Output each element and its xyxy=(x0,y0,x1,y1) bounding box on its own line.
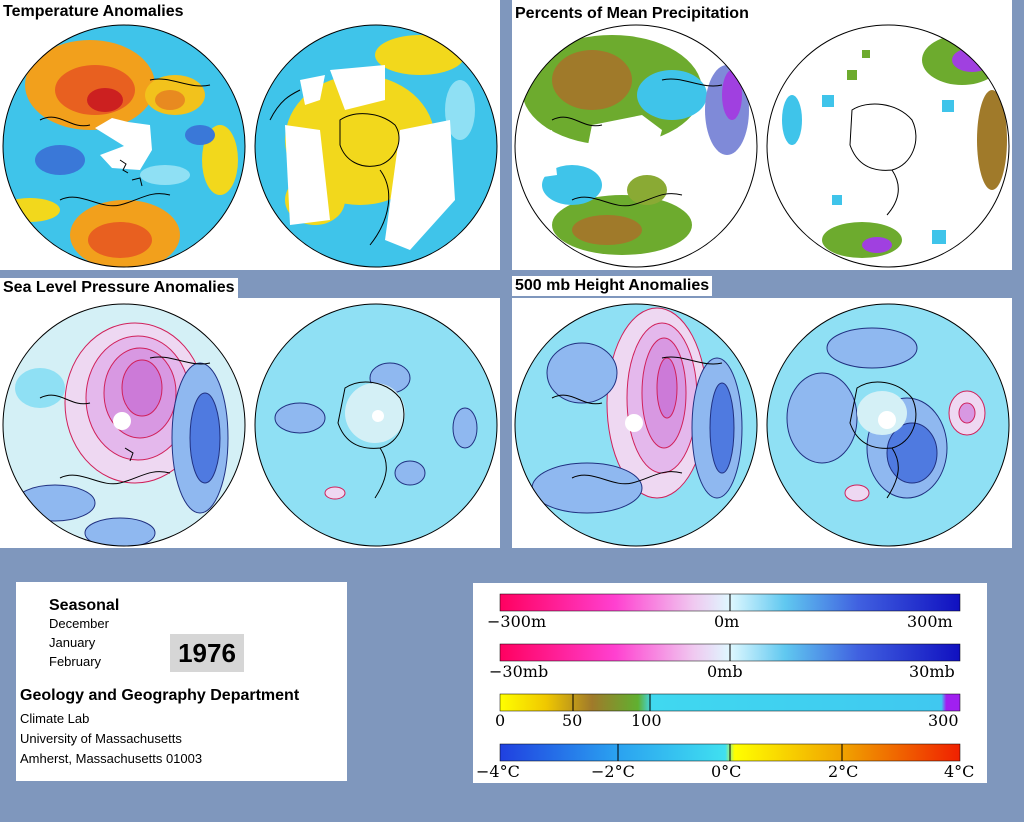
info-box: Seasonal December January February 1976 … xyxy=(16,582,347,781)
pressure-label-zero: 0mb xyxy=(707,662,743,681)
slp-panel: Sea Level Pressure Anomalies xyxy=(0,278,500,548)
height-label-max: 300m xyxy=(907,612,953,631)
pressure-label-max: 30mb xyxy=(909,662,955,681)
slp-panel-title: Sea Level Pressure Anomalies xyxy=(0,278,238,298)
precipitation-panel: Percents of Mean Precipitation xyxy=(512,0,1012,270)
temp-label-zero: 0°C xyxy=(711,762,742,781)
precipitation-north-hemisphere xyxy=(515,25,757,267)
slp-maps xyxy=(2,303,498,547)
temperature-south-hemisphere xyxy=(255,25,497,267)
precip-label-100: 100 xyxy=(631,711,662,730)
legend-color-bars xyxy=(499,593,961,762)
month-1: December xyxy=(49,616,109,631)
slp-north-hemisphere xyxy=(3,304,245,546)
lab-name: Climate Lab xyxy=(20,711,90,726)
temp-label-plus2: 2°C xyxy=(828,762,859,781)
height500-panel-title: 500 mb Height Anomalies xyxy=(512,276,713,296)
temperature-panel-title: Temperature Anomalies xyxy=(0,2,187,22)
legend-box: −300m 0m 300m −30mb 0mb 30mb 0 50 100 30… xyxy=(473,583,987,783)
month-3: February xyxy=(49,654,102,669)
height500-panel: 500 mb Height Anomalies xyxy=(512,276,1012,548)
precipitation-south-hemisphere xyxy=(767,25,1009,267)
precip-label-0: 0 xyxy=(495,711,506,730)
temperature-maps xyxy=(2,24,498,268)
height-label-zero: 0m xyxy=(714,612,740,631)
precipitation-maps xyxy=(514,24,1010,268)
temp-label-plus4: 4°C xyxy=(944,762,975,781)
temp-label-minus2: −2°C xyxy=(591,762,635,781)
season-label: Seasonal xyxy=(49,597,120,614)
height500-maps xyxy=(514,303,1010,547)
department-name: Geology and Geography Department xyxy=(20,687,300,704)
university-name: University of Massachusetts xyxy=(20,731,182,746)
precipitation-panel-title: Percents of Mean Precipitation xyxy=(512,4,752,24)
month-2: January xyxy=(49,635,96,650)
precip-label-50: 50 xyxy=(562,711,583,730)
height-label-min: −300m xyxy=(487,612,547,631)
temperature-north-hemisphere xyxy=(3,25,245,267)
precip-color-bar xyxy=(499,693,961,712)
address: Amherst, Massachusetts 01003 xyxy=(20,751,203,766)
year-badge: 1976 xyxy=(170,634,244,672)
precip-label-300: 300 xyxy=(928,711,959,730)
temp-label-minus4: −4°C xyxy=(476,762,520,781)
temperature-panel: Temperature Anomalies xyxy=(0,0,500,270)
height500-north-hemisphere xyxy=(515,304,757,546)
height500-south-hemisphere xyxy=(767,304,1009,546)
slp-south-hemisphere xyxy=(255,304,497,546)
pressure-label-min: −30mb xyxy=(489,662,549,681)
